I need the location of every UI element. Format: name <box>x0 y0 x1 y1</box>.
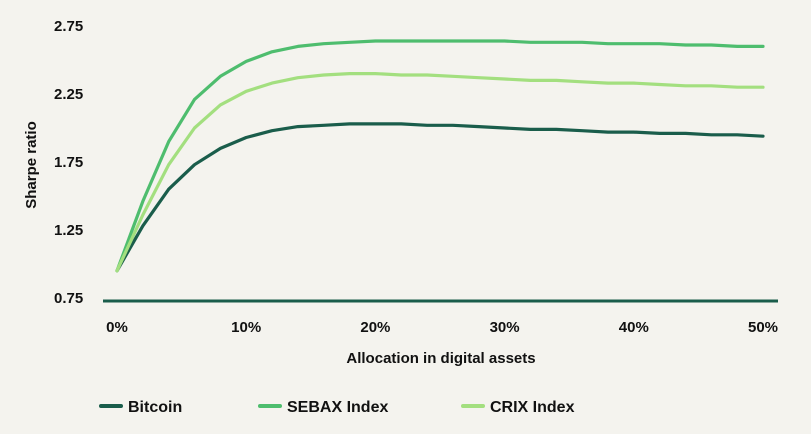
y-tick-label: 0.75 <box>54 290 83 307</box>
series-line-2 <box>115 39 765 273</box>
x-tick-label: 40% <box>619 319 649 336</box>
legend-label: SEBAX Index <box>287 399 388 416</box>
y-tick-label: 2.25 <box>54 86 83 103</box>
x-tick-label: 10% <box>231 319 261 336</box>
series-lines <box>115 39 765 273</box>
x-axis-title: Allocation in digital assets <box>346 350 535 367</box>
x-tick-label: 20% <box>360 319 390 336</box>
x-tick-label: 50% <box>748 319 778 336</box>
y-axis-title: Sharpe ratio <box>23 121 40 209</box>
y-tick-label: 1.75 <box>54 154 83 171</box>
legend-label: CRIX Index <box>490 399 575 416</box>
y-tick-label: 2.75 <box>54 18 83 35</box>
series-line-1 <box>115 122 765 273</box>
legend-label: Bitcoin <box>128 399 182 416</box>
series-line-3 <box>115 71 765 273</box>
y-tick-label: 1.25 <box>54 222 83 239</box>
x-tick-label: 30% <box>490 319 520 336</box>
x-axis-ticks: 0% 10% 20% 30% 40% 50% <box>106 319 778 336</box>
x-tick-label: 0% <box>106 319 128 336</box>
y-axis-ticks: 0.75 1.25 1.75 2.25 2.75 <box>54 18 83 307</box>
legend: Bitcoin SEBAX Index CRIX Index <box>99 399 575 416</box>
